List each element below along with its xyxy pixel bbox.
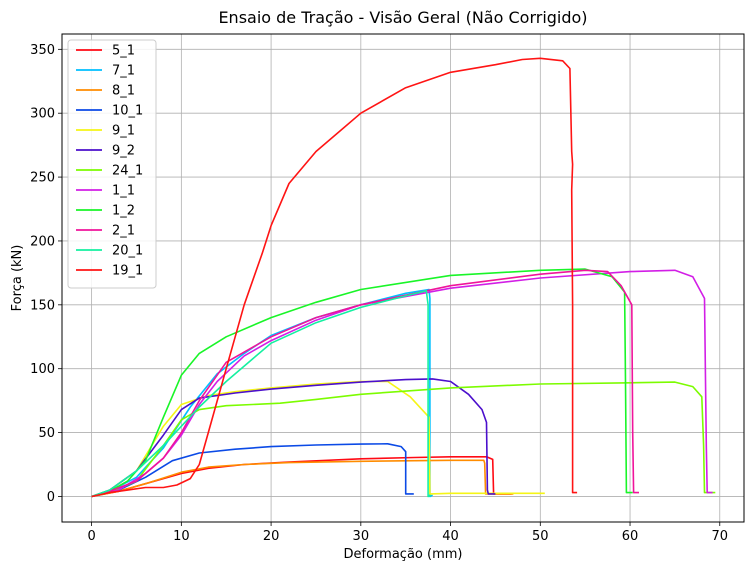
x-tick-label: 40 (442, 529, 459, 544)
legend-label-24_1: 24_1 (112, 164, 143, 179)
legend-label-1_1: 1_1 (112, 184, 135, 199)
y-tick-label: 0 (47, 490, 55, 505)
series-line-9_2 (91, 378, 496, 498)
legend-label-5_1: 5_1 (112, 44, 135, 59)
legend-box (67, 39, 157, 289)
x-tick-label: 30 (353, 529, 370, 544)
x-tick-label: 0 (87, 529, 95, 544)
y-tick-label: 350 (30, 43, 55, 58)
y-tick-label: 50 (38, 426, 55, 441)
plot-frame (61, 33, 745, 523)
chart-title: Ensaio de Tração - Visão Geral (Não Corr… (218, 8, 587, 27)
legend-label-10_1: 10_1 (112, 104, 143, 119)
grid (62, 34, 744, 522)
y-tick-label: 250 (30, 171, 55, 186)
x-tick-label: 20 (263, 529, 280, 544)
series-line-19_1 (91, 57, 578, 498)
series-line-9_1 (91, 380, 545, 498)
legend-label-19_1: 19_1 (112, 264, 143, 279)
series-lines (91, 57, 716, 498)
x-axis-label: Deformação (mm) (344, 547, 463, 562)
y-axis-label: Força (kN) (10, 245, 25, 312)
series-line-8_1 (91, 459, 514, 498)
x-tick-label: 50 (532, 529, 549, 544)
y-tick-label: 300 (30, 107, 55, 122)
x-tick-label: 60 (622, 529, 639, 544)
series-line-10_1 (91, 442, 414, 498)
legend-label-9_1: 9_1 (112, 124, 135, 139)
y-tick-label: 100 (30, 362, 55, 377)
series-line-20_1 (91, 289, 432, 498)
legend-label-8_1: 8_1 (112, 84, 135, 99)
x-tick-label: 10 (173, 529, 190, 544)
legend-label-7_1: 7_1 (112, 64, 135, 79)
legend-label-1_2: 1_2 (112, 204, 135, 219)
series-line-7_1 (91, 288, 433, 498)
legend: 5_1 7_1 8_1 10_1 9_1 9_2 24_1 1_1 1_2 2_1 20_1 19_1 (67, 39, 157, 289)
y-tick-label: 200 (30, 234, 55, 249)
y-tick-label: 150 (30, 298, 55, 313)
legend-label-2_1: 2_1 (112, 224, 135, 239)
ticks: 0 10 20 30 40 50 60 70 0 50 100 150 200 250 300 350 (30, 43, 728, 544)
legend-label-9_2: 9_2 (112, 144, 135, 159)
series-line-2_1 (91, 269, 639, 498)
legend-label-20_1: 20_1 (112, 244, 143, 259)
x-tick-label: 70 (711, 529, 728, 544)
